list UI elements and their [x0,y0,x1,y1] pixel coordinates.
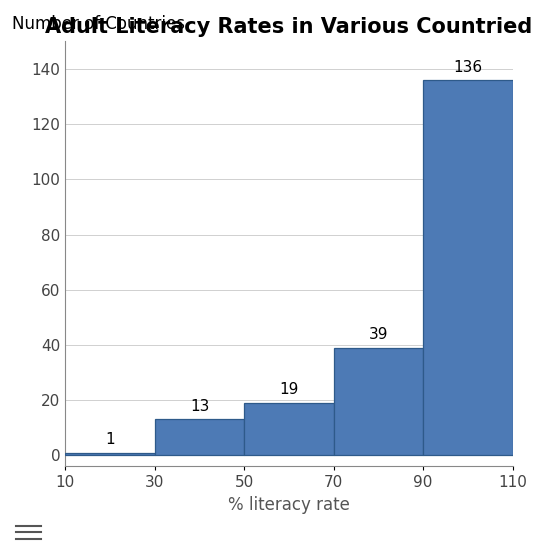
Text: 136: 136 [453,60,482,74]
Bar [155,419,244,455]
Bar [244,403,334,455]
Text: Number of Countries: Number of Countries [12,15,185,33]
Text: 39: 39 [369,327,388,342]
Text: 13: 13 [190,399,209,414]
Bar [423,80,513,455]
Bar [334,348,423,455]
Text: 1: 1 [105,432,115,447]
Text: 19: 19 [279,382,299,397]
X-axis label: % literacy rate: % literacy rate [228,496,350,514]
Bar [66,452,155,455]
Title: Adult Literacy Rates in Various Countried: Adult Literacy Rates in Various Countrie… [46,17,533,37]
